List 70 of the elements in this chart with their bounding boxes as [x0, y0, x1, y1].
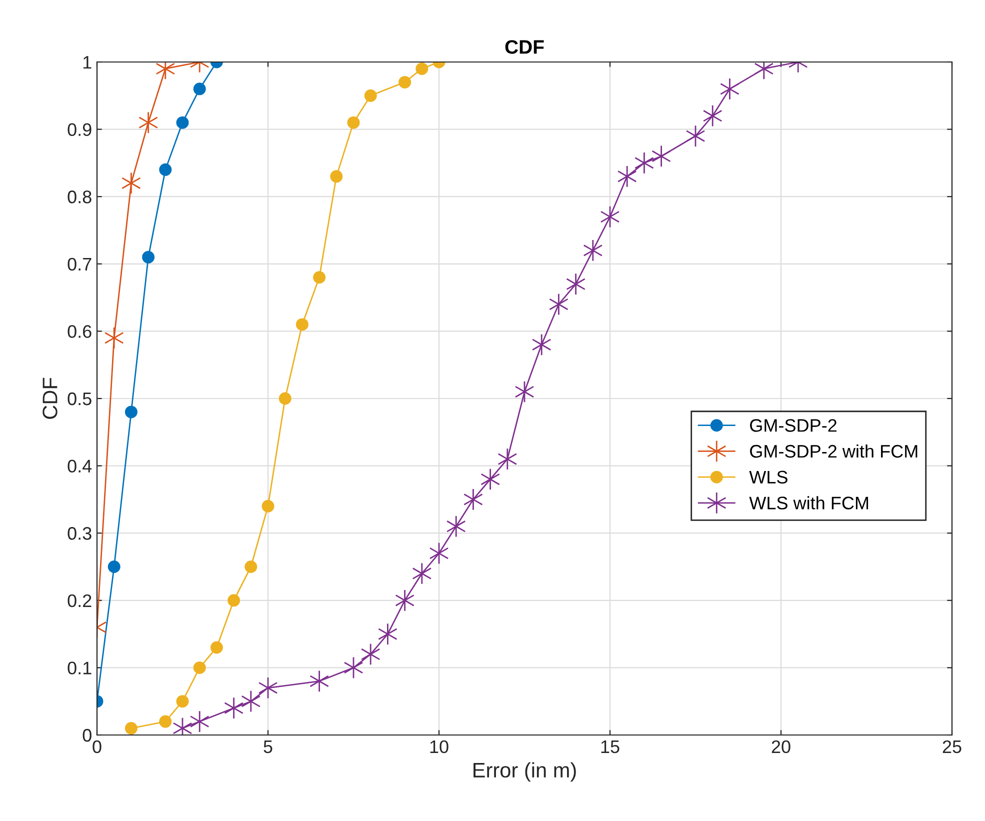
- y-tick-label: 0.1: [68, 662, 92, 674]
- point: [310, 670, 330, 692]
- x-tick-label: 5: [264, 740, 272, 754]
- legend-label: WLS: [749, 470, 788, 484]
- point: [360, 643, 380, 666]
- y-axis-title: CDF: [42, 378, 58, 419]
- y-tick-label: 0.9: [68, 123, 92, 136]
- chart-title: CDF: [505, 40, 544, 54]
- point: [498, 448, 518, 470]
- point: [159, 715, 172, 728]
- point: [583, 239, 603, 262]
- legend-label: GM-SDP-2 with FCM: [750, 444, 918, 458]
- point: [398, 76, 412, 88]
- point: [617, 165, 637, 188]
- y-tick-label: 0.2: [68, 594, 92, 608]
- y-tick-label: 0.6: [68, 325, 92, 338]
- x-tick-label: 25: [942, 740, 962, 754]
- point: [412, 562, 432, 585]
- point: [532, 334, 552, 356]
- point: [395, 589, 415, 612]
- y-tick-label: 0.5: [68, 392, 92, 406]
- point: [262, 500, 274, 512]
- point: [720, 78, 740, 100]
- point: [480, 468, 500, 490]
- y-tick-label: 0.3: [68, 527, 92, 540]
- point: [108, 560, 120, 573]
- point: [347, 116, 360, 129]
- x-tick-label: 15: [601, 740, 620, 754]
- point: [364, 89, 377, 102]
- y-tick-label: 0: [82, 728, 92, 742]
- point: [138, 111, 158, 134]
- point: [210, 641, 223, 654]
- point: [104, 326, 124, 350]
- point: [124, 722, 138, 735]
- legend-label: WLS with FCM: [749, 496, 868, 510]
- point: [159, 163, 172, 176]
- point: [176, 116, 189, 129]
- x-tick-label: 10: [430, 740, 448, 754]
- point: [224, 696, 244, 720]
- point: [330, 170, 343, 183]
- point: [244, 560, 258, 573]
- point: [124, 406, 138, 418]
- point: [278, 392, 292, 405]
- point: [548, 293, 568, 316]
- point: [378, 622, 398, 646]
- y-tick-label: 0.8: [68, 190, 92, 204]
- y-tick-label: 0.7: [68, 258, 92, 271]
- x-tick-label: 20: [772, 740, 790, 754]
- point: [652, 145, 672, 168]
- point: [121, 172, 141, 194]
- point: [193, 82, 206, 96]
- point: [190, 710, 210, 733]
- point: [193, 661, 206, 674]
- point: [313, 271, 326, 284]
- point: [176, 695, 189, 708]
- point: [566, 272, 586, 296]
- y-tick-label: 1: [83, 56, 92, 69]
- point: [634, 152, 654, 174]
- legend-label: GM-SDP-2: [750, 419, 836, 432]
- point: [463, 488, 483, 511]
- point: [241, 690, 261, 712]
- point: [142, 250, 155, 264]
- x-tick-label: 0: [92, 740, 102, 754]
- point: [446, 515, 466, 538]
- point: [228, 594, 240, 607]
- y-tick-label: 0.4: [68, 460, 92, 473]
- point: [702, 104, 722, 127]
- point: [296, 318, 308, 331]
- x-axis-title: Error (in m): [474, 762, 576, 782]
- point: [416, 62, 428, 75]
